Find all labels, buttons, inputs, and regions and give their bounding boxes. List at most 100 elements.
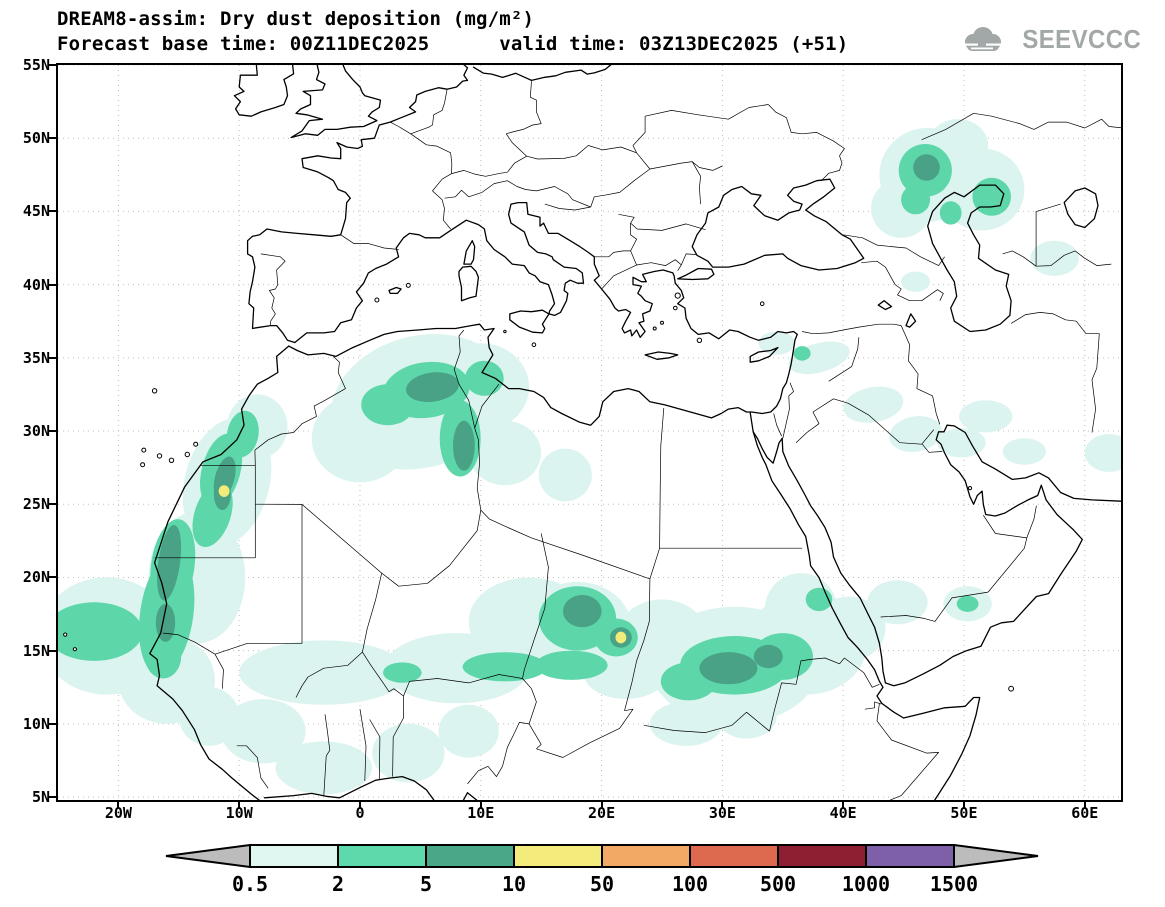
lon-tick-mark: [842, 802, 845, 809]
legend-value: 2: [332, 872, 344, 896]
dust-region-level2: [383, 662, 422, 683]
map-frame: [56, 63, 1123, 802]
lat-tick-mark: [48, 137, 56, 140]
lat-tick-mark: [48, 430, 56, 433]
legend-segment: [249, 844, 339, 868]
lon-tick-mark: [721, 802, 724, 809]
lat-tick-label: 20N: [22, 568, 50, 587]
lat-tick-mark: [48, 722, 56, 725]
dust-region-level4: [615, 631, 627, 644]
dust-region-level1: [901, 271, 931, 292]
dust-region-level1: [1084, 434, 1121, 472]
legend-value: 0.5: [232, 872, 268, 896]
seevccc-logo: SEEVCCC: [959, 24, 1141, 55]
lon-tick-label: 10E: [467, 804, 495, 822]
legend-value: 1500: [930, 872, 978, 896]
lat-tick-mark: [48, 503, 56, 506]
lon-tick-label: 30E: [708, 804, 736, 822]
lon-tick-mark: [238, 802, 241, 809]
lon-tick-mark: [1083, 802, 1086, 809]
dust-region-level1: [716, 694, 777, 739]
lat-tick-label: 35N: [22, 348, 50, 367]
dust-region-level3: [913, 154, 940, 181]
lat-tick-label: 50N: [22, 129, 50, 148]
dust-region-level1: [372, 723, 445, 783]
small-islands: [63, 282, 1014, 692]
dust-region-level2: [939, 201, 962, 225]
lat-tick-label: 40N: [22, 275, 50, 294]
dust-region-level3: [699, 652, 758, 685]
dust-region-level1: [843, 386, 904, 423]
lat-tick-mark: [48, 64, 56, 66]
lon-tick-mark: [479, 802, 482, 809]
dust-region-level1: [438, 704, 499, 758]
lat-tick-mark: [48, 210, 56, 213]
dust-region-level2: [58, 602, 143, 661]
dust-region-level3: [453, 420, 475, 471]
legend-arrow-right: [953, 843, 1039, 869]
legend-segment: [513, 844, 603, 868]
lon-tick-label: 20E: [588, 804, 616, 822]
dust-region-level2: [465, 360, 504, 396]
legend-value: 50: [590, 872, 614, 896]
dust-region-level1: [239, 640, 409, 705]
dust-region-level1: [959, 400, 1013, 433]
country-borders: [154, 81, 1121, 800]
coastlines: [149, 65, 1121, 800]
legend-value: 500: [760, 872, 796, 896]
lat-tick-label: 30N: [22, 422, 50, 441]
lat-tick-label: 25N: [22, 495, 50, 514]
legend-value: 5: [420, 872, 432, 896]
lon-tick-label: 60E: [1071, 804, 1099, 822]
dust-region-level1: [889, 416, 942, 452]
plot-title: DREAM8-assim: Dry dust deposition (mg/m²…: [57, 8, 535, 30]
lat-tick-label: 15N: [22, 641, 50, 660]
dust-region-level1: [937, 428, 986, 458]
map-canvas: [58, 65, 1121, 800]
lon-tick-mark: [600, 802, 603, 809]
dust-region-level1: [468, 420, 542, 486]
seevccc-cloud-icon: [961, 26, 1002, 51]
legend-segment: [337, 844, 427, 868]
dust-region-level4: [218, 485, 230, 497]
dust-region-level2: [226, 410, 259, 458]
dust-region-level1: [649, 701, 723, 746]
seevccc-logo-text: SEEVCCC: [1022, 24, 1141, 54]
legend-segment: [865, 844, 955, 868]
dust-region-level3: [563, 595, 602, 628]
lat-tick-mark: [48, 796, 56, 799]
legend-arrow-left: [165, 843, 251, 869]
dust-region-level1: [178, 687, 240, 746]
lon-tick-mark: [358, 802, 361, 809]
lat-tick-mark: [48, 576, 56, 579]
legend-segment: [689, 844, 779, 868]
lat-tick-label: 55N: [22, 56, 50, 74]
dust-region-level1: [867, 580, 928, 625]
legend-value: 10: [502, 872, 526, 896]
lat-tick-mark: [48, 283, 56, 286]
dust-region-level3: [406, 372, 459, 403]
dust-region-level1: [1002, 438, 1047, 465]
legend-segment: [777, 844, 867, 868]
dust-region-level2: [793, 346, 811, 361]
dust-region-level1: [538, 448, 592, 502]
lat-tick-label: 45N: [22, 202, 50, 221]
lat-tick-label: 10N: [22, 714, 50, 733]
legend-value: 1000: [842, 872, 890, 896]
legend-segment: [425, 844, 515, 868]
dust-region-level2: [361, 384, 415, 426]
lat-tick-mark: [48, 649, 56, 652]
dust-region-level2: [901, 185, 931, 215]
lon-tick-label: 0: [355, 804, 365, 822]
lon-tick-mark: [117, 802, 120, 809]
dust-region-level2: [535, 650, 608, 680]
lat-tick-mark: [48, 356, 56, 359]
dust-region-level1: [221, 699, 306, 764]
dust-region-level2: [462, 652, 548, 682]
dust-region-level3: [753, 644, 783, 669]
lon-tick-label: 20W: [104, 804, 132, 822]
dust-region-level1: [1030, 240, 1079, 276]
dust-region-level1: [275, 741, 373, 795]
dust-region-level3: [157, 525, 182, 601]
